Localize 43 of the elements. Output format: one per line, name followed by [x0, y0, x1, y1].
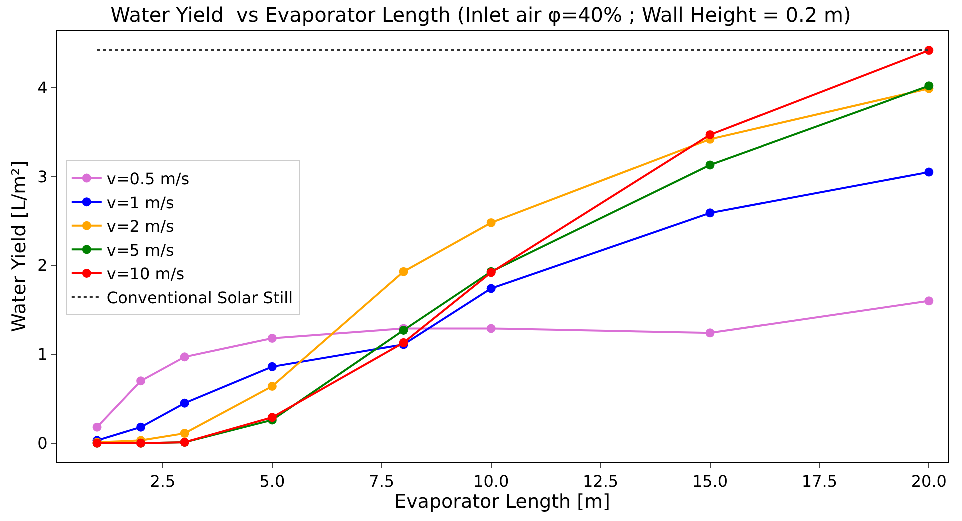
legend-label: v=5 m/s: [106, 240, 174, 260]
point: [92, 422, 102, 432]
point: [180, 352, 190, 362]
point: [268, 382, 277, 391]
point: [268, 362, 277, 372]
point: [706, 130, 715, 140]
x-tick-label: 17.5: [802, 472, 838, 492]
point: [924, 82, 934, 91]
point: [268, 413, 277, 422]
point: [268, 334, 277, 343]
point: [486, 324, 496, 334]
legend-label: v=2 m/s: [106, 217, 174, 236]
y-tick-label: 0: [38, 434, 48, 453]
y-tick-label: 4: [38, 78, 48, 98]
y-axis-title: Water Yield [L/m²]: [8, 160, 30, 332]
point: [136, 422, 146, 432]
x-tick-label: 2.5: [150, 472, 176, 492]
point: [180, 429, 190, 438]
legend-label: v=10 m/s: [106, 264, 185, 284]
point: [180, 398, 190, 408]
legend-label: Conventional Solar Still: [106, 288, 294, 308]
x-tick-label: 15.0: [692, 472, 728, 492]
chart-title: Water Yield vs Evaporator Length (Inlet air φ=40% ; Wall Height = 0.2 m): [110, 2, 852, 27]
point: [706, 160, 715, 170]
x-axis-title: Evaporator Length [m]: [394, 491, 610, 514]
y-tick-label: 1: [38, 345, 48, 364]
legend-label: v=0.5 m/s: [106, 170, 190, 189]
x-tick-label: 10.0: [474, 472, 510, 492]
y-tick-label: 3: [38, 167, 48, 186]
point: [924, 168, 934, 177]
point: [486, 218, 496, 228]
x-tick-label: 12.5: [582, 472, 619, 492]
point: [706, 328, 715, 338]
x-tick-label: 7.5: [369, 472, 395, 492]
point: [706, 208, 715, 218]
x-tick-label: 5.0: [260, 472, 286, 492]
legend-label: v=1 m/s: [106, 193, 174, 212]
point: [924, 296, 934, 306]
y-tick-label: 2: [38, 256, 48, 276]
point: [399, 267, 408, 276]
x-tick-label: 20.0: [911, 472, 947, 492]
point: [486, 284, 496, 294]
point: [136, 376, 146, 386]
